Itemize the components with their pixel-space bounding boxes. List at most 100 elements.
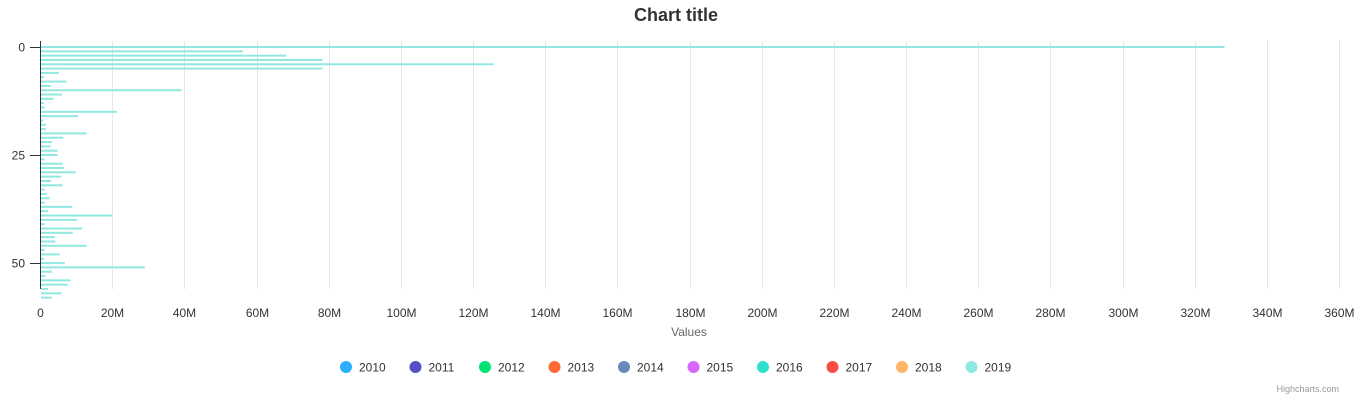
bar[interactable] bbox=[41, 93, 62, 96]
bar[interactable] bbox=[41, 76, 44, 79]
bar[interactable] bbox=[41, 110, 117, 113]
bar[interactable] bbox=[41, 227, 83, 230]
bar[interactable] bbox=[41, 132, 87, 135]
legend-item-2017[interactable]: 2017 bbox=[826, 361, 873, 375]
x-tick-label: 80M bbox=[318, 306, 341, 320]
bar[interactable] bbox=[41, 175, 62, 178]
bar[interactable] bbox=[41, 63, 494, 66]
bar[interactable] bbox=[41, 218, 78, 221]
bar[interactable] bbox=[41, 240, 56, 243]
x-tick-label: 360M bbox=[1324, 306, 1354, 320]
bar[interactable] bbox=[41, 54, 287, 57]
bar[interactable] bbox=[41, 154, 58, 157]
bar[interactable] bbox=[41, 128, 47, 131]
legend-label: 2012 bbox=[498, 361, 525, 375]
bar[interactable] bbox=[41, 123, 47, 126]
credits-link[interactable]: Highcharts.com bbox=[1276, 384, 1339, 394]
bar[interactable] bbox=[41, 179, 52, 182]
bar[interactable] bbox=[41, 167, 65, 169]
bar[interactable] bbox=[41, 288, 49, 290]
bar[interactable] bbox=[41, 171, 76, 174]
bar[interactable] bbox=[41, 292, 62, 295]
x-tick-label: 120M bbox=[458, 306, 488, 320]
bar[interactable] bbox=[41, 84, 52, 87]
bar[interactable] bbox=[41, 270, 52, 273]
legend-item-2013[interactable]: 2013 bbox=[548, 361, 595, 375]
y-tick-label: 0 bbox=[18, 41, 25, 55]
x-tick-label: 20M bbox=[101, 306, 124, 320]
y-tick-label: 25 bbox=[12, 149, 26, 163]
legend[interactable]: 2010 2011 2012 2013 2014 2015 2016 2017 2018 2019 bbox=[340, 361, 1012, 375]
legend-item-2014[interactable]: 2014 bbox=[618, 361, 664, 375]
legend-label: 2013 bbox=[568, 361, 595, 375]
legend-label: 2014 bbox=[637, 361, 664, 375]
bar[interactable] bbox=[41, 244, 87, 247]
chart-title: Chart title bbox=[634, 5, 718, 25]
legend-item-2016[interactable]: 2016 bbox=[757, 361, 803, 375]
bar[interactable] bbox=[41, 141, 52, 144]
bar[interactable] bbox=[41, 249, 45, 252]
bar[interactable] bbox=[41, 210, 49, 213]
bar[interactable] bbox=[41, 149, 58, 152]
bar[interactable] bbox=[41, 89, 182, 92]
bar[interactable] bbox=[41, 58, 323, 61]
bar[interactable] bbox=[41, 119, 44, 122]
bar[interactable] bbox=[41, 46, 1225, 48]
x-tick-label: 320M bbox=[1180, 306, 1210, 320]
bar[interactable] bbox=[41, 80, 67, 83]
legend-item-2010[interactable]: 2010 bbox=[340, 361, 386, 375]
legend-item-2018[interactable]: 2018 bbox=[896, 361, 942, 375]
bar[interactable] bbox=[41, 236, 55, 239]
bar[interactable] bbox=[41, 214, 113, 217]
bar[interactable] bbox=[41, 136, 64, 139]
bar[interactable] bbox=[41, 106, 45, 109]
x-tick-label: 240M bbox=[891, 306, 921, 320]
bar[interactable] bbox=[41, 97, 54, 100]
x-tick-label: 280M bbox=[1035, 306, 1065, 320]
x-tick-label: 160M bbox=[602, 306, 632, 320]
legend-marker bbox=[896, 361, 908, 373]
bar[interactable] bbox=[41, 253, 60, 256]
legend-label: 2015 bbox=[707, 361, 734, 375]
bar[interactable] bbox=[41, 71, 60, 74]
bar[interactable] bbox=[41, 257, 44, 260]
x-tick-label: 220M bbox=[819, 306, 849, 320]
bar[interactable] bbox=[41, 158, 45, 161]
x-tick-label: 200M bbox=[747, 306, 777, 320]
bar[interactable] bbox=[41, 296, 52, 299]
bar[interactable] bbox=[41, 50, 244, 53]
legend-item-2015[interactable]: 2015 bbox=[687, 361, 734, 375]
bar[interactable] bbox=[41, 184, 63, 187]
bar[interactable] bbox=[41, 279, 71, 282]
legend-label: 2010 bbox=[359, 361, 386, 375]
legend-item-2012[interactable]: 2012 bbox=[479, 361, 525, 375]
bar[interactable] bbox=[41, 231, 73, 234]
legend-marker bbox=[826, 361, 839, 373]
legend-marker bbox=[618, 361, 630, 373]
grid-lines bbox=[112, 41, 1340, 289]
y-tick-label: 50 bbox=[12, 257, 26, 271]
bar[interactable] bbox=[41, 262, 65, 265]
bar[interactable] bbox=[41, 266, 145, 269]
bar[interactable] bbox=[41, 201, 45, 204]
bar[interactable] bbox=[41, 145, 51, 148]
legend-item-2019[interactable]: 2019 bbox=[965, 361, 1012, 375]
bar[interactable] bbox=[41, 205, 73, 208]
bar[interactable] bbox=[41, 102, 44, 105]
legend-label: 2016 bbox=[776, 361, 803, 375]
x-tick-label: 340M bbox=[1252, 306, 1282, 320]
bar[interactable] bbox=[41, 162, 63, 165]
legend-item-2011[interactable]: 2011 bbox=[409, 361, 455, 375]
bar[interactable] bbox=[41, 275, 46, 278]
x-axis-title: Values bbox=[671, 325, 707, 339]
bar[interactable] bbox=[41, 223, 45, 226]
bar[interactable] bbox=[41, 283, 68, 286]
legend-marker bbox=[340, 361, 352, 373]
bar[interactable] bbox=[41, 192, 47, 195]
bar[interactable] bbox=[41, 115, 78, 118]
bar-series-2019[interactable] bbox=[41, 46, 1225, 299]
bar[interactable] bbox=[41, 197, 50, 200]
bar[interactable] bbox=[41, 188, 45, 191]
bar[interactable] bbox=[41, 67, 323, 70]
